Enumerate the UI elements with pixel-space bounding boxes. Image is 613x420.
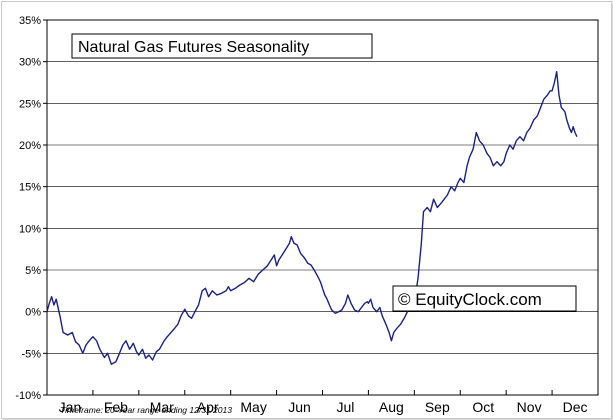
x-tick-label: Jul: [337, 399, 355, 415]
x-tick-label: May: [240, 399, 266, 415]
watermark-box-border: [392, 285, 577, 312]
y-tick-label: -5%: [21, 348, 41, 360]
y-tick-label: 0%: [25, 307, 41, 319]
watermark-box: © EquityClock.com: [392, 285, 577, 312]
x-tick-label: Jun: [288, 399, 311, 415]
y-tick-label: 10%: [19, 223, 41, 235]
chart-title: Natural Gas Futures Seasonality: [78, 39, 309, 56]
x-tick-label: Oct: [472, 399, 494, 415]
series-line: [46, 71, 578, 365]
title-box: Natural Gas Futures Seasonality: [71, 33, 373, 59]
y-tick-label: 5%: [25, 265, 41, 277]
y-tick-label: 25%: [19, 98, 41, 110]
y-tick-label: 35%: [19, 15, 41, 27]
x-tick-label: Feb: [104, 399, 128, 415]
x-tick-label: Sep: [425, 399, 450, 415]
x-axis-ticks: Jan Feb Mar Apr May Jun Jul Aug Sep Oct Nov Dec: [59, 390, 588, 415]
y-axis-ticks: -10% -5% 0% 5% 10% 15% 20% 25% 30% 35%: [15, 15, 47, 402]
x-tick-label: Apr: [197, 399, 219, 415]
x-tick-label: Mar: [150, 399, 174, 415]
y-tick-label: 20%: [19, 140, 41, 152]
y-tick-label: 15%: [19, 182, 41, 194]
x-tick-label: Dec: [563, 399, 588, 415]
x-tick-label: Aug: [379, 399, 404, 415]
plot-area: [46, 19, 599, 396]
gridlines: [47, 61, 598, 354]
footnote: Timeframe: 20-Year range ending 12/31/20…: [60, 405, 232, 415]
y-tick-label: -10%: [15, 390, 41, 402]
x-tick-label: Jan: [59, 399, 82, 415]
watermark-text: © EquityClock.com: [398, 290, 542, 309]
x-tick-label: Nov: [517, 399, 542, 415]
title-box-border: [71, 33, 373, 59]
series-group: [46, 71, 578, 365]
y-tick-label: 30%: [19, 57, 41, 69]
